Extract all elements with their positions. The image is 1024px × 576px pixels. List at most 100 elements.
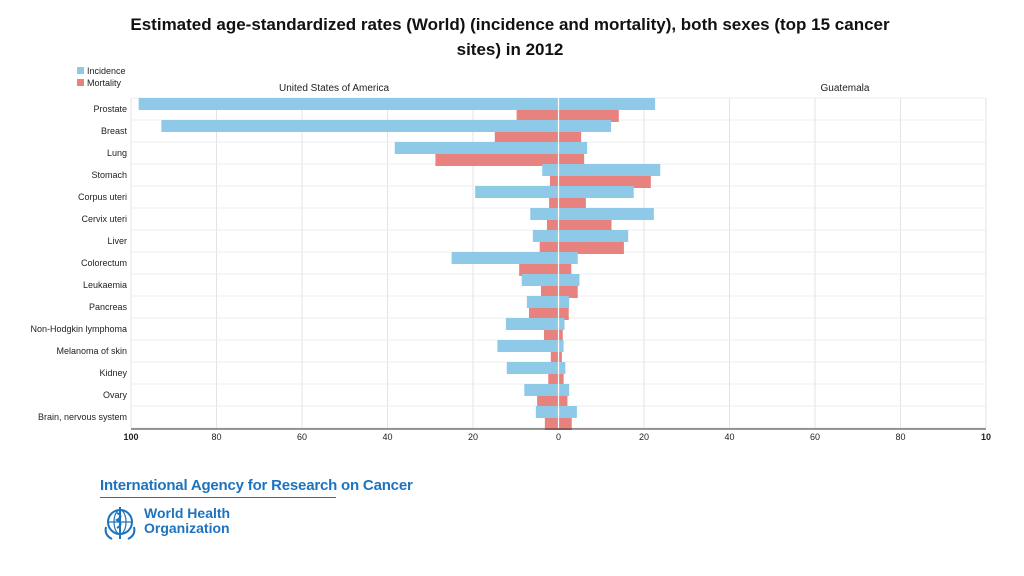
category-label: Kidney (99, 368, 127, 378)
category-label: Lung (107, 148, 127, 158)
bar-incidence-left (505, 318, 559, 330)
category-label: Liver (107, 236, 127, 246)
bar-incidence-left (138, 98, 559, 110)
bar-incidence-left (524, 384, 559, 396)
category-label: Leukaemia (83, 280, 127, 290)
bar-mortality-right (558, 110, 619, 122)
bar-mortality-left (539, 242, 559, 254)
who-emblem-icon (104, 507, 136, 540)
x-tick-label: 80 (211, 432, 221, 442)
bar-mortality-left (546, 220, 559, 232)
category-label: Colorectum (81, 258, 127, 268)
bar-incidence-right (558, 142, 588, 154)
x-tick-label: 0 (556, 432, 561, 442)
bar-incidence-right (558, 230, 629, 242)
category-label: Prostate (93, 104, 127, 114)
x-tick-label: 40 (382, 432, 392, 442)
category-label: Stomach (91, 170, 127, 180)
chart-title: Estimated age-standardized rates (World)… (130, 15, 890, 59)
bar-incidence-right (558, 384, 570, 396)
bar-mortality-right (558, 132, 582, 144)
category-label: Melanoma of skin (56, 346, 127, 356)
bar-mortality-right (558, 374, 564, 386)
x-tick-label: 60 (297, 432, 307, 442)
legend-mortality-label: Mortality (87, 78, 122, 88)
bar-mortality-left (516, 110, 559, 122)
bar-mortality-right (558, 330, 563, 342)
bar-incidence-left (542, 164, 559, 176)
category-label: Non-Hodgkin lymphoma (30, 324, 127, 334)
bar-mortality-left (549, 176, 559, 188)
category-label: Corpus uteri (78, 192, 127, 202)
iarc-name: International Agency for Research on Can… (100, 477, 413, 494)
bar-mortality-left (540, 286, 559, 298)
x-tick-label: 10 (981, 432, 991, 442)
bar-chart: 100 80 60 40 20 0 20 40 60 80 10 Prostate Breast Lun… (30, 66, 991, 442)
bar-incidence-right (558, 98, 656, 110)
bar-incidence-left (497, 340, 559, 352)
bar-incidence-right (558, 252, 578, 264)
bar-mortality-right (558, 242, 624, 254)
legend-swatch-mortality (77, 79, 84, 86)
bar-incidence-left (526, 296, 559, 308)
bar-mortality-left (550, 352, 559, 364)
bar-incidence-right (558, 406, 577, 418)
bar-incidence-left (475, 186, 559, 198)
left-country-label: United States of America (279, 83, 389, 94)
bar-mortality-right (558, 352, 562, 364)
bar-mortality-right (558, 154, 585, 166)
bar-incidence-right (558, 362, 566, 374)
bar-incidence-right (558, 318, 565, 330)
x-axis: 100 80 60 40 20 0 20 40 60 80 10 (123, 428, 991, 442)
bar-mortality-left (529, 308, 559, 320)
bar-mortality-left (544, 418, 559, 430)
legend-incidence-label: Incidence (87, 66, 126, 76)
x-tick-label: 20 (639, 432, 649, 442)
bar-incidence-left (451, 252, 559, 264)
bars (138, 94, 661, 430)
x-tick-label: 80 (895, 432, 905, 442)
bar-mortality-right (558, 198, 586, 210)
bar-mortality-left (537, 396, 559, 408)
legend-swatch-incidence (77, 67, 84, 74)
bar-incidence-right (558, 296, 570, 308)
bar-incidence-right (558, 208, 654, 220)
bar-incidence-right (558, 120, 612, 132)
x-tick-label: 100 (123, 432, 138, 442)
x-tick-label: 40 (724, 432, 734, 442)
bar-incidence-right (558, 274, 580, 286)
bar-incidence-right (558, 164, 661, 176)
bar-incidence-left (535, 406, 559, 418)
bar-mortality-right (558, 176, 651, 188)
bar-incidence-left (521, 274, 559, 286)
bar-incidence-left (530, 208, 559, 220)
bar-mortality-right (558, 286, 578, 298)
bar-incidence-right (558, 186, 634, 198)
footer-divider (100, 497, 336, 498)
category-label: Cervix uteri (81, 214, 127, 224)
x-tick-label: 60 (810, 432, 820, 442)
category-label: Pancreas (89, 302, 128, 312)
category-labels: Prostate Breast Lung Stomach Corpus uteri Cer… (30, 104, 127, 422)
bar-mortality-right (558, 220, 612, 232)
bar-incidence-left (161, 120, 559, 132)
bar-incidence-left (394, 142, 559, 154)
category-label: Brain, nervous system (38, 412, 127, 422)
right-country-label: Guatemala (821, 83, 870, 94)
legend: Incidence Mortality (77, 66, 126, 88)
bar-incidence-left (506, 362, 559, 374)
bar-mortality-left (548, 374, 559, 386)
category-label: Breast (101, 126, 128, 136)
bar-mortality-left (549, 198, 559, 210)
x-tick-label: 20 (468, 432, 478, 442)
bar-incidence-right (558, 340, 564, 352)
bar-mortality-left (519, 264, 559, 276)
bar-mortality-right (558, 264, 572, 276)
category-label: Ovary (103, 390, 128, 400)
bar-mortality-left (494, 132, 559, 144)
bar-mortality-right (558, 418, 572, 430)
bar-mortality-right (558, 396, 568, 408)
bar-mortality-right (558, 308, 569, 320)
who-name: World Health Organization (144, 505, 231, 536)
bar-incidence-left (532, 230, 559, 242)
